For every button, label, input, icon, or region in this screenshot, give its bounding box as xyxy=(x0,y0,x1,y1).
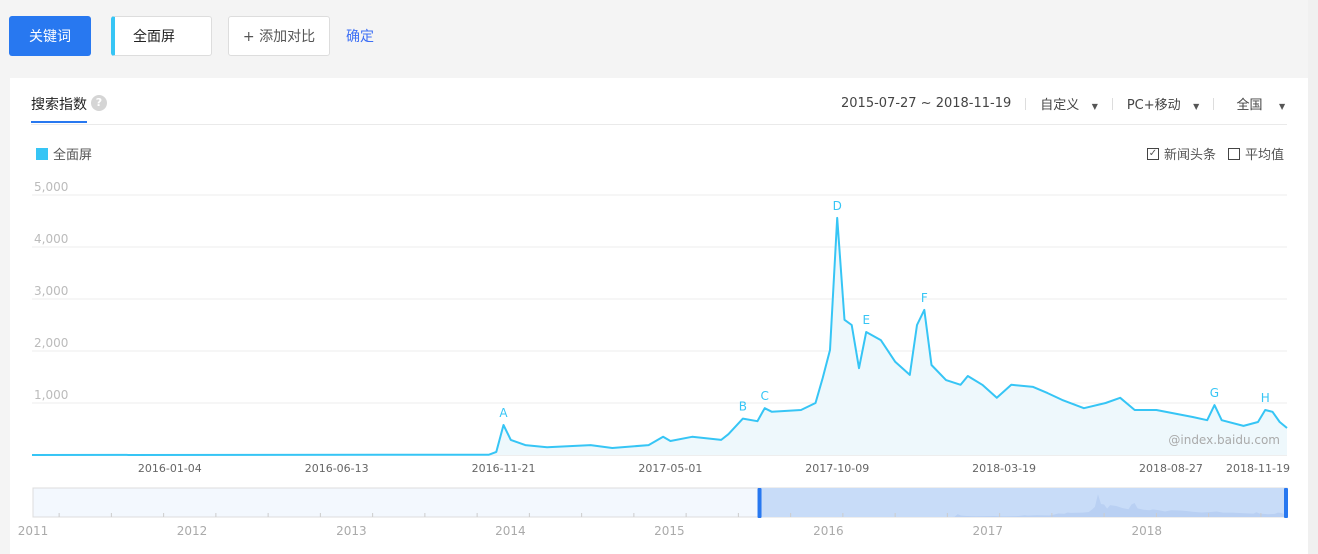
annotation-marker-g[interactable]: G xyxy=(1210,386,1219,400)
x-tick-label: 2017-10-09 xyxy=(805,462,869,475)
caret-down-icon: ▼ xyxy=(1193,102,1200,111)
checkbox-empty-icon xyxy=(1228,147,1240,160)
x-tick-label: 2018-11-19 xyxy=(1226,462,1290,475)
tab-search-index[interactable]: 搜索指数 xyxy=(31,97,87,113)
divider xyxy=(31,124,1287,125)
y-tick-label: 3,000 xyxy=(34,284,68,298)
x-tick-label: 2016-01-04 xyxy=(138,462,202,475)
filter-bar: 2015-07-27 ~ 2018-11-19 自定义 ▼ PC+移动 ▼ 全国… xyxy=(841,94,1285,113)
navigator-series xyxy=(759,494,1287,517)
watermark: @index.baidu.com xyxy=(1168,433,1280,447)
navigator-year-label: 2018 xyxy=(1131,524,1162,538)
average-checkbox[interactable]: 平均值 xyxy=(1228,144,1284,163)
annotation-marker-d[interactable]: D xyxy=(833,199,842,213)
y-tick-label: 4,000 xyxy=(34,232,68,246)
series-area xyxy=(32,217,1287,455)
x-tick-label: 2016-06-13 xyxy=(305,462,369,475)
navigator-year-label: 2013 xyxy=(336,524,367,538)
annotation-marker-f[interactable]: F xyxy=(921,291,928,305)
device-dropdown[interactable]: PC+移动 ▼ xyxy=(1127,94,1199,113)
x-tick-label: 2018-08-27 xyxy=(1139,462,1203,475)
range-navigator[interactable]: 2011 2012 2013 2014 2015 2016 2017 2018 xyxy=(18,487,1288,538)
caret-down-icon: ▼ xyxy=(1091,102,1098,111)
x-tick-label: 2016-11-21 xyxy=(472,462,536,475)
period-dropdown[interactable]: 自定义 ▼ xyxy=(1040,94,1098,113)
annotation-marker-a[interactable]: A xyxy=(499,406,508,420)
question-icon[interactable]: ? xyxy=(91,95,107,111)
navigator-year-label: 2015 xyxy=(654,524,685,538)
navigator-selection[interactable] xyxy=(759,488,1287,517)
navigator-left-handle[interactable] xyxy=(757,488,762,518)
device-label: PC+移动 xyxy=(1126,98,1181,113)
region-dropdown[interactable]: 全国 ▼ xyxy=(1228,94,1285,113)
navigator-right-handle[interactable] xyxy=(1284,488,1288,518)
keyword-button[interactable]: 关键词 xyxy=(9,16,91,56)
caret-down-icon: ▼ xyxy=(1279,102,1286,111)
region-label: 全国 xyxy=(1236,98,1263,113)
checkbox-checked-icon: ✓ xyxy=(1147,147,1159,160)
legend-swatch xyxy=(36,147,48,160)
navigator-year-label: 2016 xyxy=(813,524,844,538)
page-scrollbar[interactable] xyxy=(1308,0,1318,554)
legend-label: 全面屏 xyxy=(53,148,93,163)
active-tab-indicator xyxy=(31,121,87,123)
keyword-input[interactable]: 全面屏 xyxy=(111,16,212,56)
date-range[interactable]: 2015-07-27 ~ 2018-11-19 xyxy=(841,96,1012,111)
series-line[interactable] xyxy=(31,216,1288,456)
annotation-marker-h[interactable]: H xyxy=(1261,391,1270,405)
divider xyxy=(1213,97,1215,110)
search-index-panel: 搜索指数 ? 2015-07-27 ~ 2018-11-19 自定义 ▼ PC+… xyxy=(10,78,1308,554)
add-compare-button[interactable]: + 添加对比 xyxy=(228,16,330,56)
navigator-year-label: 2017 xyxy=(972,524,1003,538)
confirm-link[interactable]: 确定 xyxy=(346,29,374,45)
y-tick-label: 5,000 xyxy=(34,180,68,194)
y-tick-label: 1,000 xyxy=(34,388,68,402)
annotation-marker-c[interactable]: C xyxy=(760,389,768,403)
news-label: 新闻头条 xyxy=(1164,148,1217,163)
y-tick-label: 2,000 xyxy=(34,336,68,350)
navigator-year-label: 2012 xyxy=(177,524,208,538)
divider xyxy=(1025,97,1027,110)
news-checkbox[interactable]: ✓ 新闻头条 xyxy=(1147,144,1216,163)
x-tick-label: 2017-05-01 xyxy=(638,462,702,475)
period-label: 自定义 xyxy=(1040,98,1080,113)
average-label: 平均值 xyxy=(1245,148,1285,163)
annotation-marker-b[interactable]: B xyxy=(739,400,747,414)
navigator-year-label: 2011 xyxy=(18,524,49,538)
annotation-marker-e[interactable]: E xyxy=(862,313,870,327)
legend-item[interactable]: 全面屏 xyxy=(36,144,92,163)
navigator-year-label: 2014 xyxy=(495,524,526,538)
divider xyxy=(1111,97,1113,110)
x-tick-label: 2018-03-19 xyxy=(972,462,1036,475)
